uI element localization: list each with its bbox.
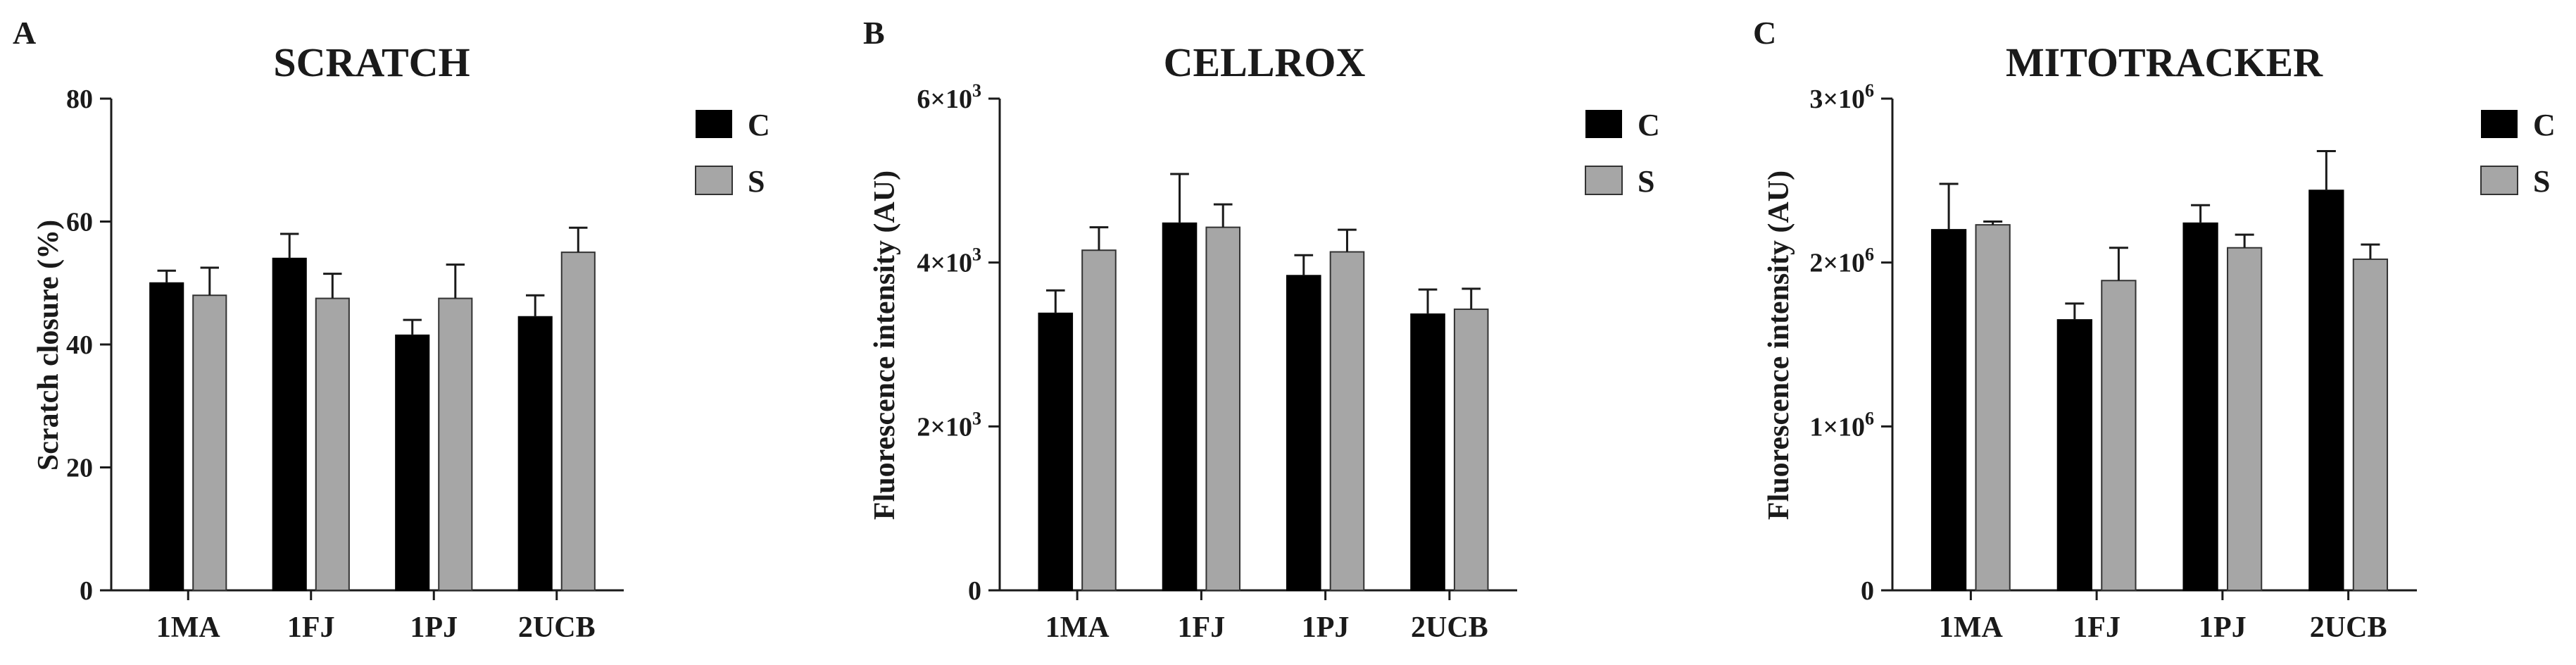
y-tick-label-a: 60 (66, 208, 93, 237)
legend-swatch-s-a (695, 166, 733, 195)
x-tick-label-c: 1FJ (2073, 611, 2121, 644)
bar-s-1ma-a (192, 294, 227, 591)
bar-c-2ucb-c (2308, 189, 2344, 591)
bar-c-1fj-b (1162, 222, 1198, 591)
bar-s-1pj-a (438, 297, 473, 591)
y-axis-label-b: Fluorescence intensity (AU) (869, 170, 901, 520)
bar-s-2ucb-c (2352, 259, 2389, 591)
y-tick-label-a: 80 (66, 85, 93, 114)
panel-letter-b: B (863, 15, 885, 51)
plot-area-c: 0 1×106 2×106 3×106 1MA 1FJ 1PJ 2UCB (1809, 80, 2417, 644)
bar-c-1pj-c (2182, 222, 2218, 591)
x-tick-label-a: 1MA (156, 611, 221, 644)
legend-swatch-s-c (2480, 166, 2518, 195)
bar-c-1fj-c (2056, 319, 2092, 591)
y-axis-label-a: Scratch closure (%) (32, 220, 65, 471)
x-tick-label-a: 1FJ (287, 611, 335, 644)
y-tick-label-c: 0 (1861, 576, 1874, 606)
bar-s-2ucb-b (1453, 308, 1489, 591)
chart-title-c: MITOTRACKER (2006, 39, 2323, 85)
legend-label-c-a: C (748, 108, 770, 142)
x-tick-label-b: 1FJ (1178, 611, 1226, 644)
x-tick-label-a: 2UCB (518, 611, 596, 644)
legend-swatch-c-c (2481, 110, 2518, 138)
bar-c-1pj-b (1286, 275, 1321, 591)
legend-c: C S (2480, 108, 2556, 199)
chart-title-a: SCRATCH (273, 39, 470, 85)
y-tick-label-b: 6×103 (917, 80, 981, 114)
y-tick-label-a: 40 (66, 330, 93, 360)
y-tick-label-c: 1×106 (1809, 408, 1874, 442)
y-axis-label-c: Fluorescence intensity (AU) (1763, 170, 1795, 520)
bar-c-1ma-b (1038, 312, 1074, 591)
bar-c-1ma-c (1930, 229, 1967, 591)
x-tick-label-a: 1PJ (410, 611, 458, 644)
panel-letter-c: C (1753, 15, 1776, 51)
plot-area-a: 0 20 40 60 80 1MA 1FJ 1PJ 2UCB (66, 85, 624, 644)
x-tick-label-c: 1MA (1939, 611, 2004, 644)
bar-s-1ma-c (1975, 224, 2011, 591)
chart-title-b: CELLROX (1164, 39, 1366, 85)
y-tick-label-a: 20 (66, 454, 93, 483)
bar-s-1fj-c (2101, 280, 2137, 591)
x-tick-label-b: 1PJ (1302, 611, 1350, 644)
legend-b: C S (1585, 108, 1660, 199)
legend-label-c-b: C (1638, 108, 1660, 142)
legend-swatch-s-b (1585, 166, 1623, 195)
bar-c-2ucb-a (517, 316, 553, 591)
legend-label-s-a: S (748, 164, 765, 199)
legend-swatch-c-a (696, 110, 732, 138)
plot-area-b: 0 2×103 4×103 6×103 1MA 1FJ 1PJ 2UCB (917, 80, 1517, 644)
legend-label-s-b: S (1638, 164, 1654, 199)
legend-label-s-c: S (2533, 164, 2550, 199)
x-tick-label-b: 2UCB (1411, 611, 1488, 644)
bar-c-2ucb-b (1410, 313, 1445, 591)
y-tick-label-a: 0 (80, 576, 93, 606)
y-tick-label-b: 0 (968, 576, 981, 606)
y-tick-label-c: 3×106 (1809, 80, 1874, 114)
legend-swatch-c-b (1585, 110, 1622, 138)
bar-s-1fj-b (1205, 226, 1241, 592)
bar-c-1fj-a (272, 257, 307, 591)
chart-panel-c: C MITOTRACKER Fluorescence intensity (AU… (1753, 15, 2556, 644)
bar-c-1ma-a (149, 282, 184, 591)
legend-a: C S (695, 108, 770, 199)
bar-c-1pj-a (395, 334, 430, 591)
y-tick-label-b: 4×103 (917, 244, 981, 278)
chart-panel-a: A SCRATCH Scratch closure (%) 0 20 40 60 80 1… (13, 15, 770, 644)
x-tick-label-c: 1PJ (2199, 611, 2247, 644)
y-tick-label-c: 2×106 (1809, 244, 1874, 278)
legend-label-c-c: C (2533, 108, 2556, 142)
bar-s-1pj-b (1329, 251, 1365, 591)
bar-s-1ma-b (1081, 249, 1117, 591)
bar-s-1pj-c (2227, 247, 2263, 591)
x-tick-label-c: 2UCB (2310, 611, 2387, 644)
panel-letter-a: A (13, 15, 36, 51)
x-tick-label-b: 1MA (1045, 611, 1110, 644)
bar-s-2ucb-a (560, 251, 596, 591)
chart-panel-b: B CELLROX Fluorescence intensity (AU) 0 2… (863, 15, 1660, 644)
y-tick-label-b: 2×103 (917, 408, 981, 442)
bar-s-1fj-a (315, 297, 350, 591)
